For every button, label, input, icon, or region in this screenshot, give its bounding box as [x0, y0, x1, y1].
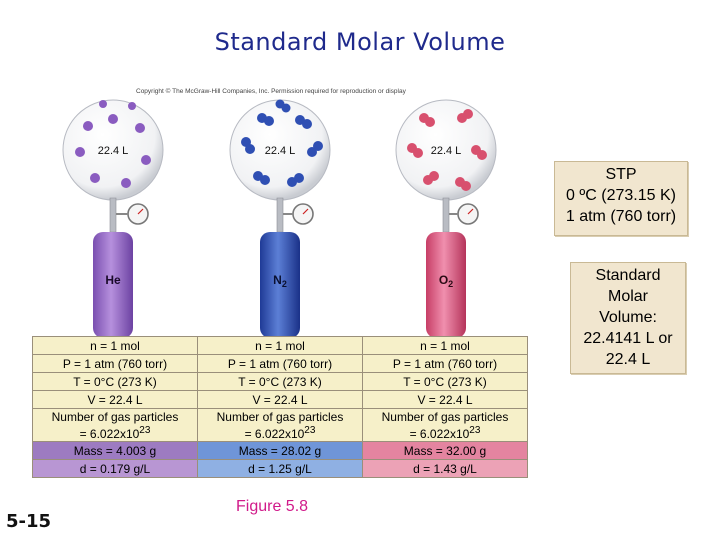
n2-mass: Mass = 28.02 g: [197, 441, 363, 460]
slide-number: 5-15: [6, 511, 52, 532]
molar-line-5: 22.4 L: [605, 351, 651, 368]
n2-column: 22.4 L N2: [229, 99, 331, 338]
he-temperature: T = 0°C (273 K): [32, 372, 198, 391]
stp-note-box: STP 0 ºC (273.15 K) 1 atm (760 torr): [554, 161, 688, 236]
n2-formula: N2: [273, 273, 287, 289]
n2-temperature: T = 0°C (273 K): [197, 372, 363, 391]
o2-particles: [407, 109, 487, 191]
stp-line-3: 1 atm (760 torr): [565, 208, 677, 225]
table-row-mass: Mass = 4.003 g Mass = 28.02 g Mass = 32.…: [32, 441, 528, 460]
he-valve: [109, 197, 117, 233]
n2-valve: [276, 197, 284, 233]
table-row-volume: V = 22.4 L V = 22.4 L V = 22.4 L: [32, 390, 528, 409]
he-cylinder: [93, 232, 133, 338]
molar-line-4: 22.4141 L or: [583, 330, 673, 347]
n2-pressure: P = 1 atm (760 torr): [197, 354, 363, 373]
o2-balloon-label: 22.4 L: [431, 145, 462, 157]
n2-balloon-label: 22.4 L: [265, 145, 296, 157]
o2-valve: [442, 197, 450, 233]
molar-line-2: Molar: [607, 288, 648, 305]
o2-mass: Mass = 32.00 g: [362, 441, 528, 460]
slide-title: Standard Molar Volume: [214, 28, 506, 56]
molar-line-1: Standard: [595, 267, 661, 284]
table-row-pressure: P = 1 atm (760 torr) P = 1 atm (760 torr…: [32, 354, 528, 373]
o2-temperature: T = 0°C (273 K): [362, 372, 528, 391]
n2-cylinder: [260, 232, 300, 338]
n2-particles: [241, 99, 323, 187]
he-mass: Mass = 4.003 g: [32, 441, 198, 460]
figure-caption: Figure 5.8: [236, 498, 309, 515]
o2-volume: V = 22.4 L: [362, 390, 528, 409]
he-volume: V = 22.4 L: [32, 390, 198, 409]
he-pressure: P = 1 atm (760 torr): [32, 354, 198, 373]
he-moles: n = 1 mol: [32, 336, 198, 355]
o2-formula: O2: [439, 273, 453, 289]
o2-column: 22.4 L O2: [395, 99, 497, 338]
he-particles: [75, 100, 151, 188]
stp-line-2: 0 ºC (273.15 K): [566, 187, 676, 204]
he-density: d = 0.179 g/L: [32, 459, 198, 478]
o2-particles-count: Number of gas particles = 6.022x1023: [362, 408, 528, 442]
table-row-temperature: T = 0°C (273 K) T = 0°C (273 K) T = 0°C …: [32, 372, 528, 391]
table-row-particles: Number of gas particles = 6.022x1023 Numb…: [32, 408, 528, 442]
he-column: 22.4 L He: [62, 99, 164, 338]
he-particles-count: Number of gas particles = 6.022x1023: [32, 408, 198, 442]
o2-density: d = 1.43 g/L: [362, 459, 528, 478]
stp-line-1: STP: [605, 166, 637, 183]
table-row-density: d = 0.179 g/L d = 1.25 g/L d = 1.43 g/L: [32, 459, 528, 478]
o2-cylinder: [426, 232, 466, 338]
molar-volume-note-box: Standard Molar Volume: 22.4141 L or 22.4…: [570, 262, 686, 374]
molar-line-3: Volume:: [599, 309, 657, 326]
gas-properties-table: n = 1 mol n = 1 mol n = 1 mol P = 1 atm …: [32, 336, 528, 478]
n2-particles-count: Number of gas particles = 6.022x1023: [197, 408, 363, 442]
o2-pressure: P = 1 atm (760 torr): [362, 354, 528, 373]
he-formula: He: [105, 273, 121, 287]
n2-moles: n = 1 mol: [197, 336, 363, 355]
he-balloon-label: 22.4 L: [98, 145, 129, 157]
n2-volume: V = 22.4 L: [197, 390, 363, 409]
o2-moles: n = 1 mol: [362, 336, 528, 355]
copyright-notice: Copyright © The McGraw-Hill Companies, I…: [136, 88, 406, 95]
table-row-moles: n = 1 mol n = 1 mol n = 1 mol: [32, 336, 528, 355]
n2-density: d = 1.25 g/L: [197, 459, 363, 478]
